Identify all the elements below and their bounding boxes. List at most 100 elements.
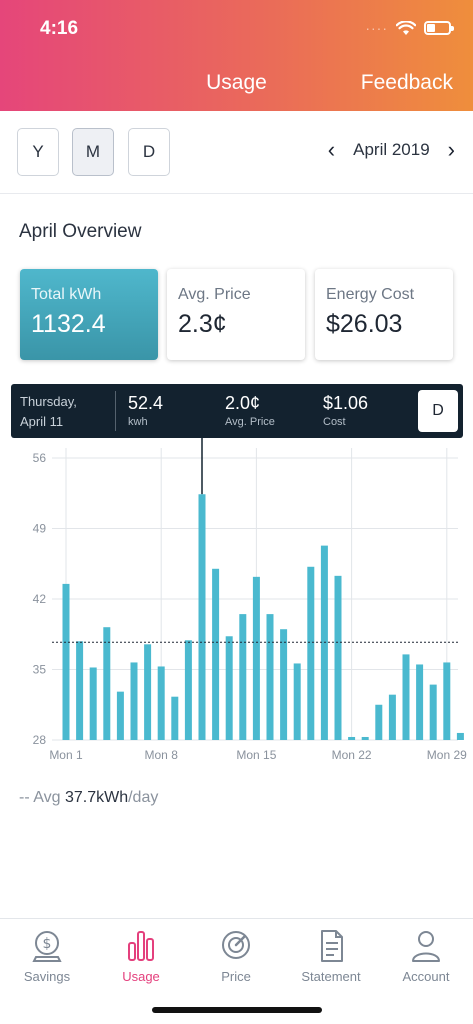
bar	[280, 629, 288, 740]
bar	[348, 736, 356, 740]
tab-label: Statement	[301, 969, 361, 984]
bar	[116, 691, 124, 740]
tab-label: Price	[221, 969, 251, 984]
total-kwh-card[interactable]: Total kWh 1132.4	[20, 269, 158, 360]
tooltip-cost-label: Cost	[323, 416, 346, 428]
tooltip-kwh-label: kwh	[128, 416, 148, 428]
tab-account[interactable]: Account	[379, 929, 473, 984]
bottom-tab-bar: $ Savings Usage Price Statement	[0, 918, 473, 1024]
battery-icon	[424, 21, 454, 35]
feedback-button[interactable]: Feedback	[360, 71, 453, 94]
y-tick-label: 49	[33, 522, 47, 536]
card-label: Energy Cost	[326, 286, 415, 303]
bar	[130, 662, 138, 740]
selected-day-tooltip: Thursday, April 11 52.4 kwh 2.0¢ Avg. Pr…	[11, 384, 463, 438]
bar	[266, 614, 274, 740]
overview-title: April Overview	[19, 221, 142, 242]
tooltip-date: Thursday, April 11	[20, 392, 77, 432]
tab-price[interactable]: Price	[189, 929, 283, 984]
chevron-right-icon[interactable]: ›	[447, 137, 455, 162]
card-value: $26.03	[326, 310, 403, 338]
tooltip-kwh-value: 52.4	[128, 393, 164, 413]
bar	[416, 664, 424, 740]
tooltip-price: 2.0¢ Avg. Price	[225, 393, 275, 428]
usage-chart: 56 49 42 35 28 Mon 1 Mon 8 Mon 15 Mon 22 Mon 29	[0, 438, 473, 768]
bar	[402, 654, 410, 740]
card-value: 2.3¢	[178, 310, 227, 338]
bar	[225, 636, 233, 740]
bar	[212, 568, 220, 740]
bar	[334, 575, 342, 740]
month-navigator: ‹ April 2019 ›	[328, 139, 455, 161]
tab-label: Usage	[122, 969, 160, 984]
y-tick-label: 56	[33, 451, 47, 465]
x-tick-label: Mon 1	[49, 748, 83, 762]
status-icons: ····	[365, 20, 454, 36]
tooltip-kwh: 52.4 kwh	[128, 393, 163, 428]
tooltip-separator	[115, 391, 116, 431]
bar	[443, 662, 451, 740]
tooltip-date-label: April 11	[20, 414, 64, 429]
page-title: Usage	[206, 71, 267, 94]
price-icon	[222, 931, 250, 959]
tooltip-cost-value: $1.06	[323, 393, 369, 413]
bar	[144, 644, 152, 740]
bar	[388, 694, 396, 740]
bar	[103, 627, 111, 740]
period-month-button[interactable]: M	[72, 128, 114, 176]
card-label: Total kWh	[31, 286, 102, 303]
bar	[76, 641, 84, 740]
chevron-left-icon[interactable]: ‹	[327, 137, 336, 162]
bar	[198, 494, 206, 740]
usage-icon	[128, 931, 154, 961]
bar	[456, 732, 464, 740]
bar	[62, 583, 70, 740]
bar	[239, 614, 247, 740]
tooltip-price-label: Avg. Price	[225, 416, 275, 428]
status-time: 4:16	[40, 18, 79, 39]
x-tick-label: Mon 22	[332, 748, 372, 762]
tooltip-price-value: 2.0¢	[225, 393, 261, 413]
account-icon	[412, 931, 440, 962]
tab-usage[interactable]: Usage	[94, 929, 188, 984]
card-value: 1132.4	[31, 310, 106, 338]
y-tick-label: 28	[33, 733, 47, 747]
tooltip-cost: $1.06 Cost	[323, 393, 368, 428]
tab-label: Savings	[23, 969, 71, 984]
bar	[293, 663, 301, 740]
signal-icon: ····	[365, 20, 388, 36]
tab-statement[interactable]: Statement	[284, 929, 378, 984]
bar	[320, 545, 328, 740]
home-indicator	[152, 1007, 322, 1013]
period-day-button[interactable]: D	[128, 128, 170, 176]
y-tick-label: 42	[33, 592, 47, 606]
avg-price-card[interactable]: Avg. Price 2.3¢	[167, 269, 305, 360]
period-year-button[interactable]: Y	[17, 128, 59, 176]
wifi-icon	[396, 20, 416, 35]
y-tick-label: 35	[33, 663, 47, 677]
statement-icon	[321, 930, 343, 962]
app-header: 4:16 ···· Usage Feedback	[0, 0, 473, 111]
bar	[375, 704, 383, 740]
bar	[429, 684, 437, 740]
tab-savings[interactable]: $ Savings	[0, 929, 94, 984]
divider	[0, 193, 473, 194]
x-tick-label: Mon 8	[145, 748, 179, 762]
tooltip-day: Thursday,	[20, 394, 77, 409]
x-tick-label: Mon 29	[427, 748, 467, 762]
bar	[361, 736, 369, 740]
avg-legend-prefix: -- Avg	[19, 789, 65, 806]
avg-legend-suffix: /day	[128, 789, 159, 806]
bar	[89, 667, 97, 740]
savings-icon: $	[32, 931, 62, 962]
tooltip-day-button[interactable]: D	[418, 390, 458, 432]
svg-text:$: $	[43, 936, 52, 952]
x-tick-label: Mon 15	[236, 748, 276, 762]
bar	[252, 576, 260, 740]
month-label: April 2019	[353, 140, 430, 159]
tab-label: Account	[402, 969, 450, 984]
bar	[307, 566, 315, 740]
energy-cost-card[interactable]: Energy Cost $26.03	[315, 269, 453, 360]
card-label: Avg. Price	[178, 286, 251, 303]
